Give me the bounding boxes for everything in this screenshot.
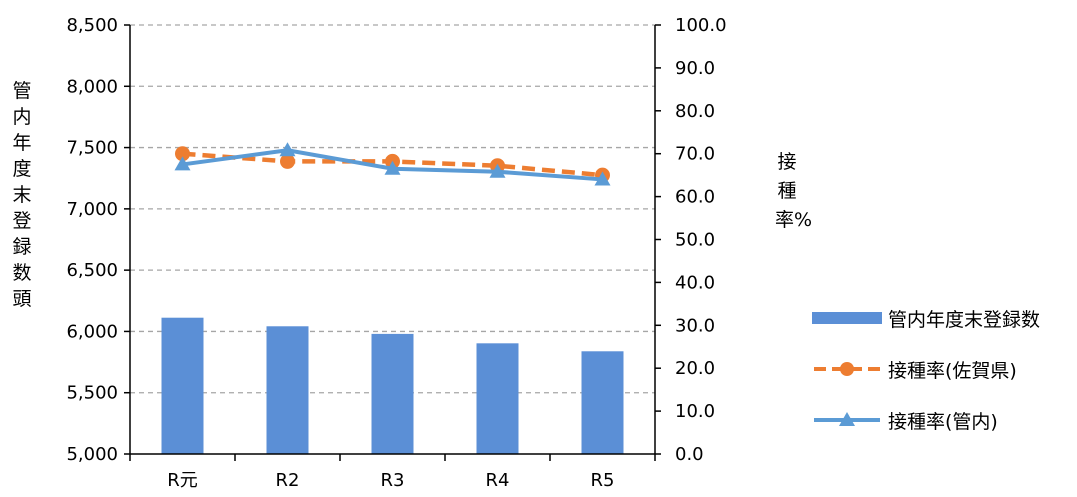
y-left-tick-label: 5,500 <box>66 383 118 404</box>
y-right-tick-label: 10.0 <box>675 401 715 422</box>
legend-pref-swatch <box>814 362 880 376</box>
y-left-tick-label: 6,000 <box>66 321 118 342</box>
point-triangle <box>384 160 401 175</box>
y-right-tick-label: 50.0 <box>675 230 715 251</box>
y-right-tick-label: 70.0 <box>675 144 715 165</box>
legend-label-pref: 接種率(佐賀県) <box>888 359 1017 382</box>
line-series <box>174 142 611 186</box>
y-left-tick-label: 7,500 <box>66 138 118 159</box>
legend-bar-swatch <box>812 312 882 324</box>
x-tick-label: R2 <box>276 470 300 491</box>
y-right-tick-label: 60.0 <box>675 187 715 208</box>
point-circle <box>280 153 295 169</box>
x-tick-label: R元 <box>167 470 198 491</box>
y-left-tick-label: 5,000 <box>66 444 118 465</box>
legend-local-swatch <box>814 412 880 426</box>
y-right-tick-label: 40.0 <box>675 272 715 293</box>
bar <box>476 343 519 454</box>
point-triangle <box>174 156 191 171</box>
bar <box>161 317 204 454</box>
bar <box>371 333 414 454</box>
y-right-tick-label: 20.0 <box>675 358 715 379</box>
legend-label-local: 接種率(管内) <box>888 410 998 433</box>
y-right-tick-label: 90.0 <box>675 58 715 79</box>
point-triangle <box>594 171 611 186</box>
y-right-tick-label: 100.0 <box>675 15 727 36</box>
y-axis-left-label: 管内年度末登録数頭 <box>12 80 32 310</box>
x-tick-label: R3 <box>381 470 405 491</box>
y-left-tick-label: 6,500 <box>66 260 118 281</box>
bar <box>266 326 309 454</box>
point-triangle <box>489 163 506 178</box>
point-triangle <box>279 142 296 157</box>
legend-item-local: 接種率(管内) <box>812 405 998 435</box>
x-tick-label: R5 <box>591 470 615 491</box>
point-circle <box>175 146 190 162</box>
legend-label-bar: 管内年度末登録数 <box>888 308 1041 331</box>
bar <box>581 351 624 454</box>
legend-item-pref: 接種率(佐賀県) <box>812 354 1017 384</box>
axes <box>124 24 661 461</box>
y-right-tick-label: 80.0 <box>675 101 715 122</box>
legend-item-bar: 管内年度末登録数 <box>812 303 1040 333</box>
x-tick-label: R4 <box>486 470 510 491</box>
y-right-tick-label: 30.0 <box>675 315 715 336</box>
y-axis-right-label: 接種率% <box>775 151 813 231</box>
y-right-tick-label: 0.0 <box>675 444 704 465</box>
y-left-tick-label: 8,500 <box>66 15 118 36</box>
bar-series <box>161 317 624 454</box>
y-left-tick-label: 7,000 <box>66 199 118 220</box>
tick-labels: 5,000 5,500 6,000 6,500 7,000 7,500 8,000 8,500… <box>66 15 726 491</box>
y-left-tick-label: 8,000 <box>66 76 118 97</box>
